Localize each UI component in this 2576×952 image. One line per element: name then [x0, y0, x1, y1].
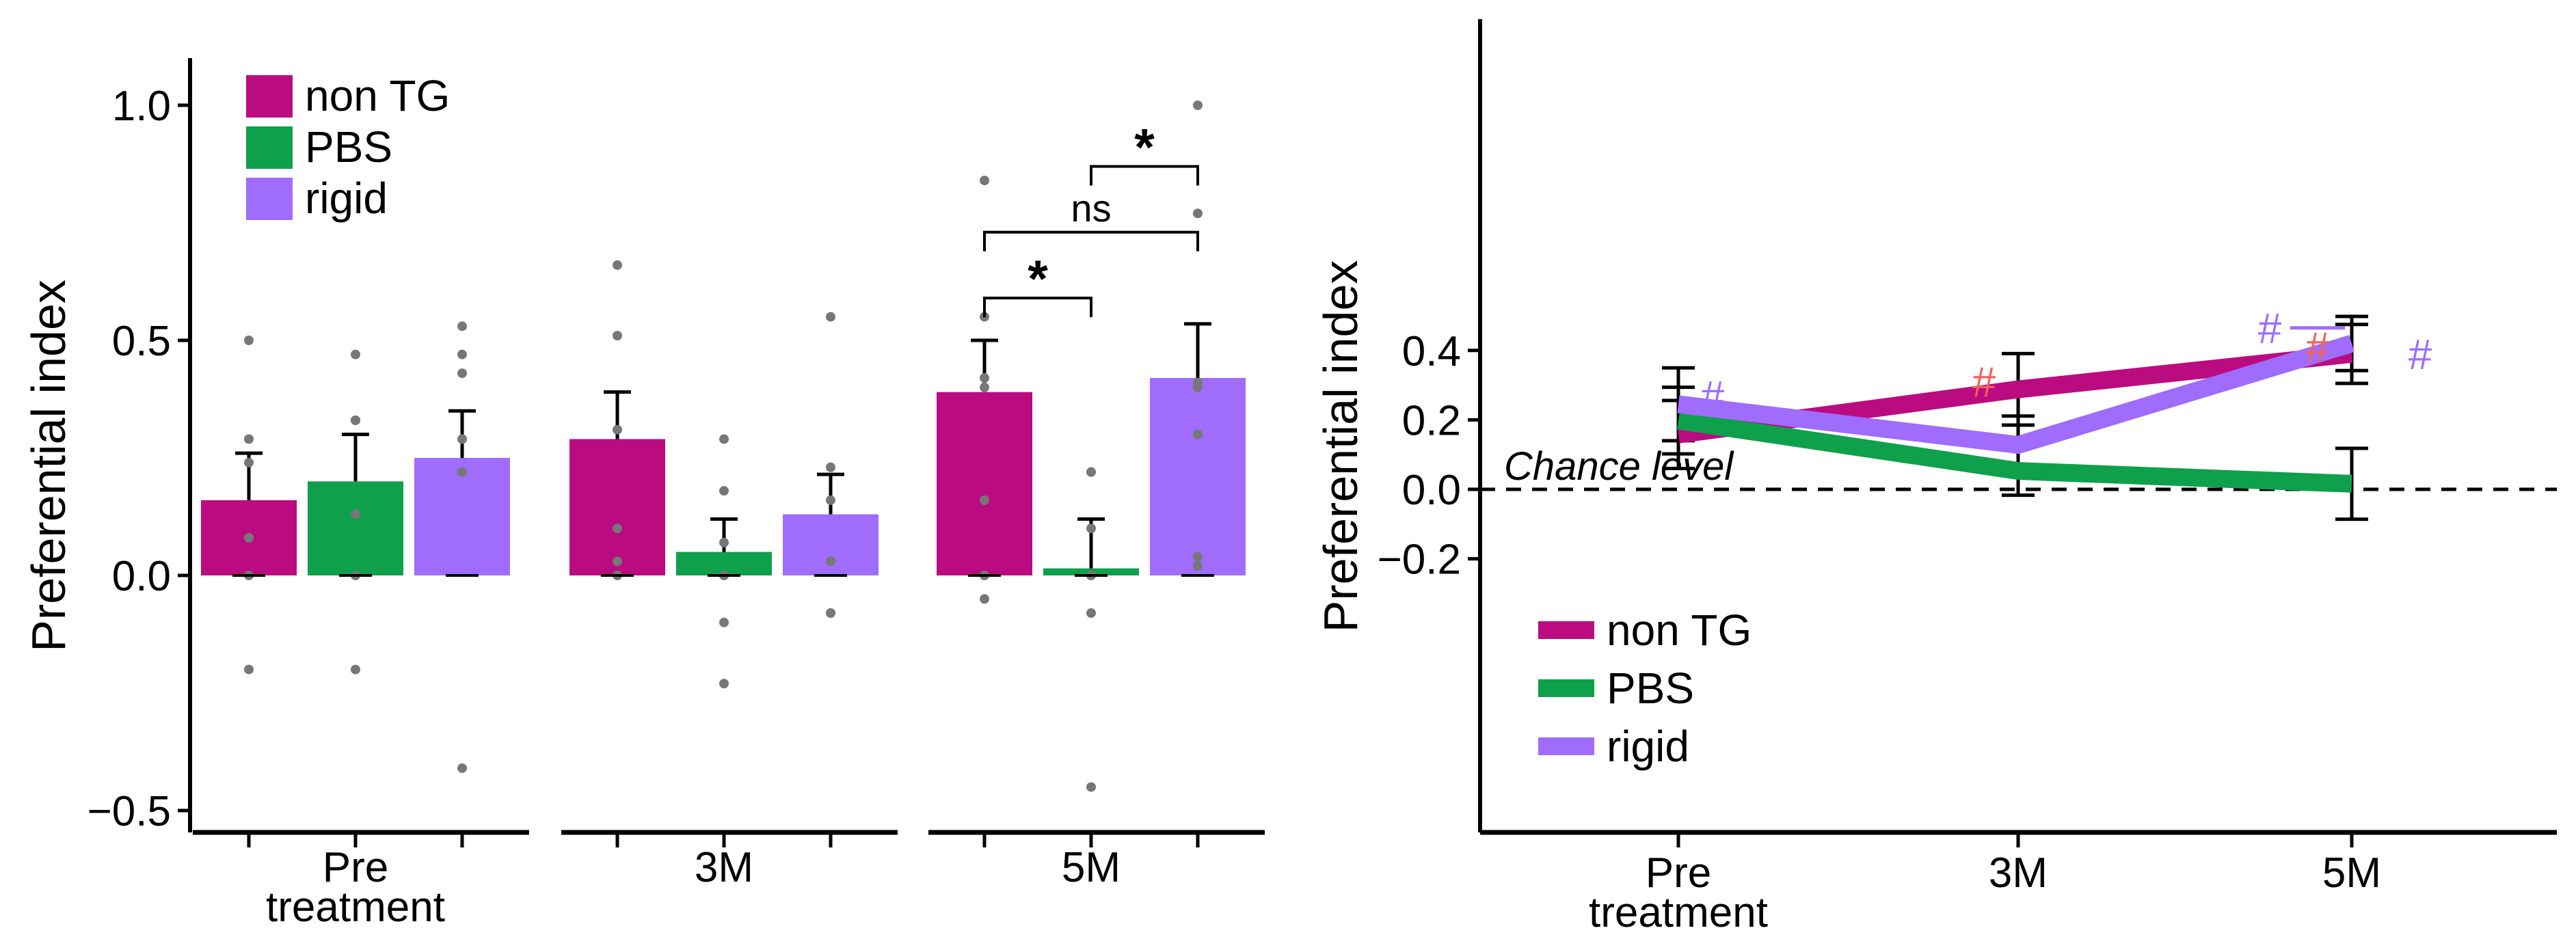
y-tick-label: 0.0	[1402, 467, 1461, 514]
data-point	[719, 434, 729, 444]
y-tick-label: 0.2	[1402, 397, 1461, 444]
data-point	[244, 664, 254, 675]
data-point	[351, 509, 360, 519]
data-point	[244, 457, 254, 467]
data-point	[980, 382, 989, 392]
legend-label: PBS	[305, 122, 392, 172]
significance-bracket	[983, 297, 1092, 318]
data-point	[826, 462, 835, 472]
bar-chart-panel: −0.5 0.0 0.5 1.0 Preferential index Pretreatm…	[22, 58, 1265, 931]
data-point	[613, 556, 622, 567]
data-point	[826, 608, 835, 618]
data-point	[613, 331, 622, 341]
data-point	[980, 373, 989, 383]
legend-label: rigid	[1607, 722, 1689, 771]
data-point	[613, 424, 622, 435]
data-point	[826, 556, 835, 567]
x-tick-label: treatment	[1589, 889, 1768, 936]
significance-hash: #	[1972, 359, 1996, 407]
data-point	[719, 486, 729, 496]
bar	[1150, 378, 1246, 575]
bar	[414, 458, 510, 575]
y-tick-label: 0.5	[112, 318, 171, 365]
data-point	[1193, 561, 1203, 571]
y-axis-label: Preferential index	[22, 280, 75, 652]
data-point	[826, 495, 835, 505]
x-group-label: 5M	[1062, 844, 1121, 891]
x-tick-label: 3M	[1989, 849, 2048, 897]
chance-level-label: Chance level	[1504, 444, 1734, 489]
y-tick-label: −0.2	[1378, 536, 1461, 584]
data-point	[457, 368, 467, 379]
data-point	[244, 336, 254, 345]
data-point	[244, 532, 254, 543]
significance-bracket	[983, 230, 1199, 251]
legend-swatch	[246, 126, 293, 169]
data-point	[613, 523, 622, 534]
data-point	[457, 349, 467, 359]
y-tick-label: 0.4	[1402, 328, 1461, 375]
legend-label: non TG	[1607, 606, 1752, 655]
data-point	[1086, 523, 1096, 534]
data-point	[1193, 552, 1203, 562]
data-point	[1193, 382, 1203, 392]
series-line	[1677, 335, 2354, 454]
series-line	[1677, 411, 2352, 493]
data-point	[980, 594, 989, 604]
data-point	[1193, 100, 1203, 110]
y-tick-label: 0.0	[112, 553, 171, 600]
bar	[783, 514, 878, 575]
bar	[308, 481, 403, 575]
data-point	[351, 664, 360, 675]
significance-label: ns	[1071, 187, 1111, 230]
data-point	[980, 176, 989, 186]
data-point	[457, 467, 467, 477]
significance-label: *	[1134, 118, 1155, 176]
data-point	[457, 321, 467, 331]
x-tick-label: Pre	[1646, 849, 1711, 897]
x-group-label: treatment	[266, 884, 445, 931]
legend-label: PBS	[1607, 664, 1694, 713]
data-point	[613, 260, 622, 270]
data-point	[826, 312, 835, 322]
significance-bracket	[1090, 165, 1199, 186]
data-point	[719, 617, 729, 627]
significance-hash: #	[2258, 305, 2282, 353]
bar	[937, 392, 1032, 575]
data-point	[457, 434, 467, 444]
legend-label: non TG	[305, 71, 450, 120]
y-axis-label: Preferential index	[1314, 260, 1367, 633]
significance-hash: #	[1701, 373, 1725, 420]
bar	[569, 439, 665, 575]
data-point	[1193, 208, 1203, 219]
line-chart-panel: −0.2 0.0 0.2 0.4 Preferential index Pretreatm…	[1314, 19, 2557, 936]
x-group-label: Pre	[323, 844, 388, 891]
significance-label: *	[1028, 250, 1048, 308]
y-tick-label: −0.5	[88, 788, 171, 835]
data-point	[1086, 782, 1096, 792]
data-point	[1086, 467, 1096, 477]
data-point	[351, 415, 360, 425]
y-tick-label: 1.0	[112, 83, 171, 130]
data-point	[980, 495, 989, 505]
data-point	[719, 537, 729, 547]
legend-label: rigid	[305, 174, 388, 223]
legend-swatch	[246, 75, 293, 118]
x-group-label: 3M	[695, 844, 753, 891]
data-point	[244, 434, 254, 444]
x-tick-label: 5M	[2322, 849, 2381, 897]
significance-hash: #	[2306, 325, 2330, 372]
data-point	[351, 349, 360, 359]
data-point	[1193, 429, 1203, 439]
data-point	[719, 679, 729, 689]
legend-swatch	[246, 178, 293, 220]
significance-hash: #	[2409, 331, 2432, 379]
data-point	[1086, 608, 1096, 618]
data-point	[457, 763, 467, 774]
